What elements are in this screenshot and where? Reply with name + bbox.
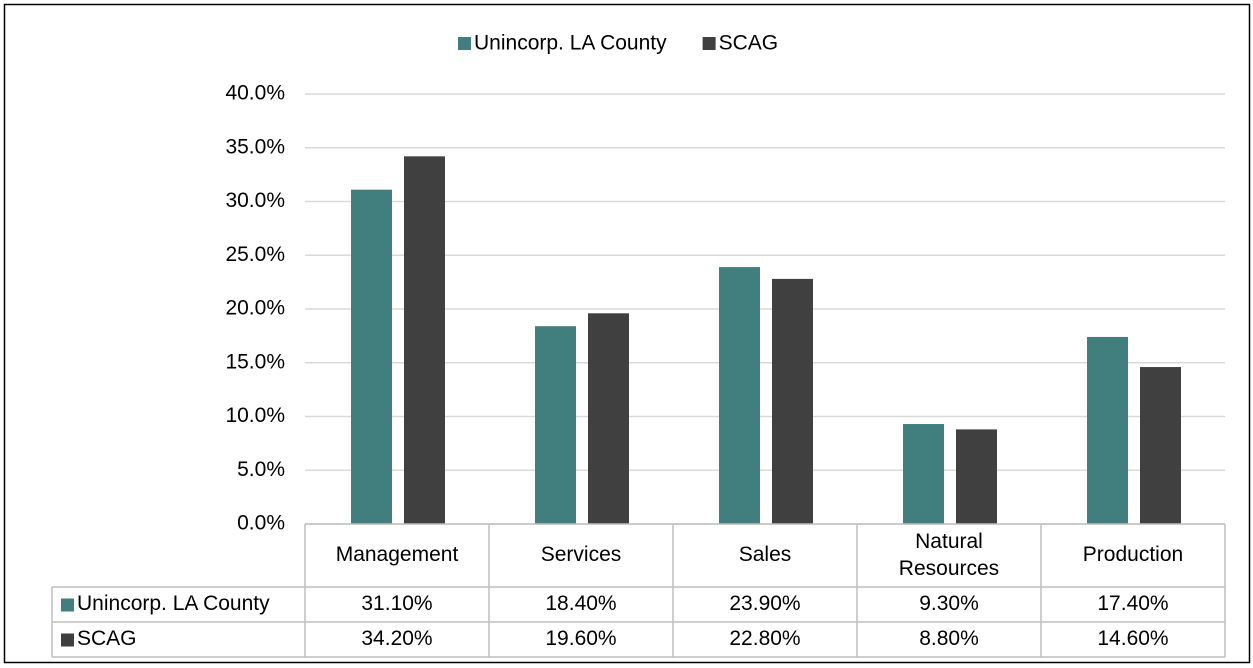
table-value: 8.80%: [919, 627, 979, 650]
table-value: 34.20%: [361, 627, 432, 650]
y-tick-label: 35.0%: [225, 135, 285, 158]
legend-swatch: [702, 37, 716, 50]
y-tick-label: 40.0%: [225, 82, 285, 105]
y-tick-label: 30.0%: [225, 189, 285, 212]
bar: [956, 429, 997, 524]
x-tick-label: Natural Resources: [899, 530, 999, 580]
y-tick-label: 5.0%: [237, 458, 285, 481]
table-value: 19.60%: [545, 627, 616, 650]
table-legend-swatch: [61, 598, 74, 612]
table-series-label: SCAG: [77, 627, 137, 650]
table-value: 14.60%: [1097, 627, 1168, 650]
legend-label: Unincorp. LA County: [474, 32, 667, 55]
y-tick-label: 10.0%: [225, 404, 285, 427]
y-tick-label: 0.0%: [237, 512, 285, 535]
frame: [3, 3, 1251, 664]
x-tick-label: Sales: [739, 543, 792, 566]
bar: [535, 326, 576, 524]
x-tick-label: Services: [541, 543, 622, 566]
bar: [404, 156, 445, 524]
table-value: 17.40%: [1097, 592, 1168, 615]
bar: [588, 313, 629, 524]
bar: [772, 278, 813, 524]
table-legend-swatch: [61, 633, 74, 647]
x-tick-label: Management: [336, 543, 459, 566]
bar: [903, 424, 944, 524]
bar: [351, 189, 392, 525]
table-series-label: Unincorp. LA County: [77, 592, 270, 615]
y-tick-label: 20.0%: [225, 297, 285, 320]
table-value: 22.80%: [729, 627, 800, 650]
bar: [1087, 336, 1128, 524]
bar: [1140, 367, 1181, 524]
bar: [719, 267, 760, 524]
y-tick-label: 15.0%: [225, 350, 285, 373]
legend-swatch: [458, 37, 471, 50]
legend-label: SCAG: [719, 32, 779, 55]
table-value: 18.40%: [545, 592, 616, 615]
x-tick-label: Production: [1083, 543, 1183, 566]
table-value: 31.10%: [361, 592, 432, 615]
y-tick-label: 25.0%: [225, 243, 285, 266]
table-value: 9.30%: [919, 592, 979, 615]
table-value: 23.90%: [729, 592, 800, 615]
